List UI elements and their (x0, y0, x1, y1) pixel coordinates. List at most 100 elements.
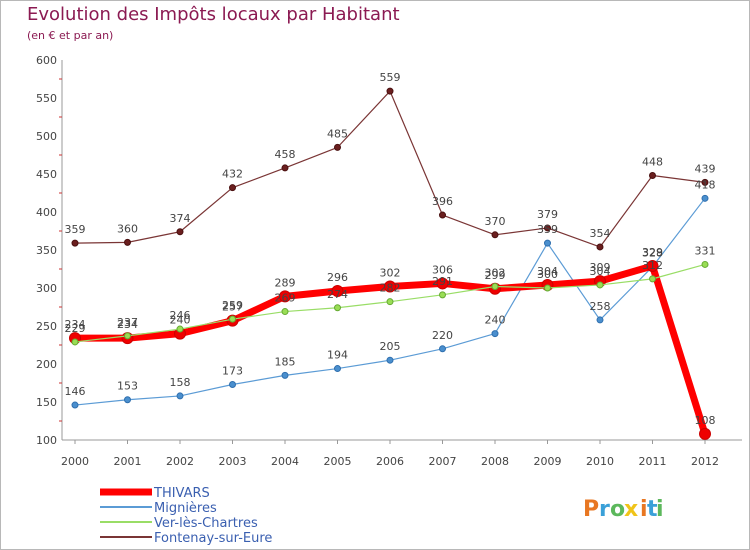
data-point-migni-res (124, 396, 131, 404)
data-point-fontenay-sur-eure (71, 239, 79, 247)
data-label: 354 (590, 227, 611, 240)
data-label: 289 (275, 276, 296, 289)
data-label: 329 (642, 246, 663, 259)
data-label: 379 (537, 208, 558, 221)
data-label: 158 (170, 376, 191, 389)
logo-letter: r (599, 497, 610, 522)
data-label: 234 (117, 318, 138, 331)
logo-letter: x (624, 497, 638, 522)
data-point-migni-res (439, 345, 446, 353)
data-label: 282 (380, 282, 401, 295)
data-label: 257 (222, 301, 243, 314)
data-label: 331 (695, 244, 716, 257)
data-point-fontenay-sur-eure (544, 224, 551, 232)
logo-letter: i (640, 497, 648, 522)
logo-letter: P (583, 497, 599, 522)
data-label: 304 (590, 265, 611, 278)
y-tick-label: 350 (36, 244, 57, 257)
x-tick-label: 2007 (429, 455, 457, 468)
x-tick-label: 2010 (586, 455, 614, 468)
data-point-ver-l-s-chartres (334, 304, 341, 312)
data-point-ver-l-s-chartres (176, 325, 184, 333)
logo-letter: i (656, 497, 664, 522)
data-label: 274 (327, 288, 348, 301)
data-point-fontenay-sur-eure (124, 238, 131, 246)
data-point-migni-res (176, 392, 184, 400)
data-point-fontenay-sur-eure (491, 231, 499, 239)
data-label: 328 (642, 247, 663, 260)
data-label: 296 (327, 271, 348, 284)
data-label: 185 (275, 355, 296, 368)
data-point-thivars (331, 285, 344, 298)
y-tick-label: 200 (36, 358, 57, 371)
data-label: 246 (170, 309, 191, 322)
data-point-migni-res (281, 371, 289, 379)
legend-label: Ver-lès-Chartres (154, 516, 258, 531)
data-point-migni-res (229, 381, 236, 389)
data-point-migni-res (491, 330, 499, 338)
data-label: 302 (485, 266, 506, 279)
data-point-ver-l-s-chartres (281, 308, 289, 316)
chart-subtitle: (en € et par an) (27, 29, 114, 42)
data-label: 220 (432, 329, 453, 342)
x-tick-label: 2001 (114, 455, 142, 468)
data-label: 108 (695, 414, 716, 427)
x-tick-label: 2006 (376, 455, 404, 468)
x-tick-label: 2005 (324, 455, 352, 468)
data-label: 173 (222, 365, 243, 378)
data-point-thivars (646, 259, 659, 272)
data-point-ver-l-s-chartres (439, 291, 446, 299)
data-label: 153 (117, 380, 138, 393)
x-tick-label: 2012 (691, 455, 719, 468)
x-tick-label: 2004 (271, 455, 299, 468)
data-point-fontenay-sur-eure (334, 143, 341, 151)
data-label: 396 (432, 195, 453, 208)
y-tick-label: 550 (36, 92, 57, 105)
data-label: 240 (485, 314, 506, 327)
logo-letter: o (610, 497, 625, 522)
y-tick-label: 450 (36, 168, 57, 181)
y-tick-label: 600 (36, 54, 57, 67)
data-label: 559 (380, 71, 401, 84)
data-point-fontenay-sur-eure (649, 172, 656, 180)
axes: 100 150 200 250 300 350 400 450 500 550 600 2000 200… (36, 54, 742, 468)
data-label: 194 (327, 349, 348, 362)
legend: THIVARSMignièresVer-lès-ChartresFontenay… (100, 486, 272, 546)
data-point-thivars (436, 277, 449, 290)
data-label: 359 (65, 223, 86, 236)
legend-label: Fontenay-sur-Eure (154, 531, 272, 546)
data-point-thivars (699, 427, 711, 440)
data-point-migni-res (71, 401, 79, 409)
data-label: 458 (275, 148, 296, 161)
data-label: 312 (642, 259, 663, 272)
data-label: 269 (275, 292, 296, 305)
data-point-migni-res (596, 316, 604, 324)
data-point-ver-l-s-chartres (386, 298, 394, 306)
data-label: 439 (695, 162, 716, 175)
y-tick-label: 400 (36, 206, 57, 219)
data-point-fontenay-sur-eure (439, 211, 446, 219)
y-tick-label: 100 (36, 434, 57, 447)
data-label: 432 (222, 168, 243, 181)
legend-label: Mignières (154, 501, 217, 516)
y-tick-label: 250 (36, 320, 57, 333)
data-label: 259 (222, 299, 243, 312)
data-label: 299 (485, 269, 506, 282)
data-point-fontenay-sur-eure (386, 87, 394, 95)
data-label: 360 (117, 222, 138, 235)
data-label: 304 (537, 265, 558, 278)
x-tick-label: 2002 (166, 455, 194, 468)
data-point-ver-l-s-chartres (71, 338, 79, 346)
data-label: 291 (432, 275, 453, 288)
legend-label: THIVARS (153, 486, 210, 501)
chart-title: Evolution des Impôts locaux par Habitant (27, 4, 400, 25)
data-point-fontenay-sur-eure (281, 164, 289, 172)
y-tick-label: 150 (36, 396, 57, 409)
data-label: 234 (65, 318, 86, 331)
data-label: 306 (432, 263, 453, 276)
data-label: 418 (695, 178, 716, 191)
x-tick-label: 2009 (534, 455, 562, 468)
